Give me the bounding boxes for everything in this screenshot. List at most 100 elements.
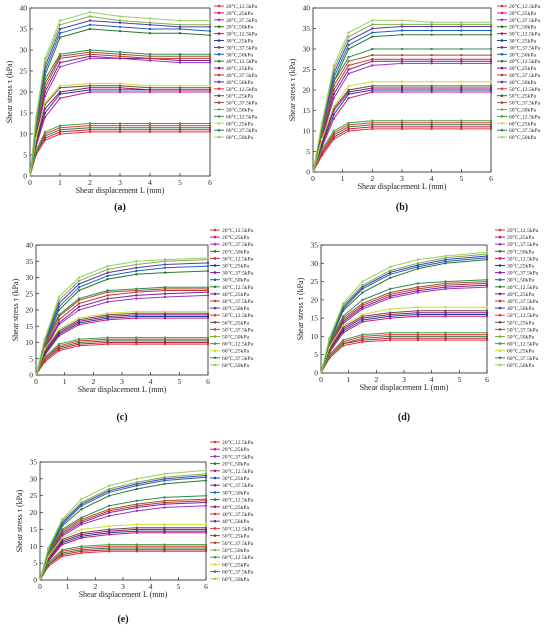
data-point	[388, 295, 392, 298]
y-tick-label: 20	[303, 86, 311, 95]
data-point	[135, 523, 139, 526]
series-line	[320, 251, 488, 374]
data-point	[444, 262, 447, 265]
data-point	[444, 254, 447, 258]
legend-label: 20°C,37.5kPa	[509, 17, 541, 24]
legend-label: 30°C,25kPa	[507, 263, 534, 270]
x-tick-label: 5	[178, 178, 182, 187]
data-point	[208, 53, 212, 56]
x-tick-label: 2	[91, 377, 95, 386]
legend-label: 20°C,50kPa	[222, 461, 249, 468]
x-tick-label: 3	[402, 375, 406, 384]
data-point	[107, 543, 111, 546]
legend-marker	[213, 299, 217, 303]
data-point	[80, 519, 83, 523]
x-tick-label: 5	[176, 582, 180, 591]
legend-label: 40°C,37.5kPa	[226, 72, 258, 79]
series-line	[29, 51, 210, 177]
data-point	[58, 126, 62, 129]
data-point	[332, 117, 335, 120]
data-point	[58, 132, 62, 136]
data-point	[148, 84, 152, 87]
data-point	[178, 130, 182, 134]
legend-marker	[213, 264, 217, 267]
legend-marker	[213, 570, 217, 573]
data-point	[206, 310, 210, 313]
data-point	[444, 309, 447, 313]
legend-marker	[213, 313, 217, 317]
data-point	[60, 528, 64, 531]
data-point	[388, 335, 392, 338]
data-point	[400, 60, 404, 63]
legend-marker	[500, 25, 504, 29]
legend-marker	[213, 519, 217, 523]
data-point	[400, 29, 404, 32]
data-point	[400, 19, 404, 22]
legend-marker	[213, 306, 217, 310]
data-point	[80, 518, 83, 521]
data-point	[388, 331, 392, 334]
data-point	[460, 47, 463, 51]
legend-label: 50°C,25kPa	[226, 93, 253, 100]
data-point	[118, 21, 122, 24]
legend-label: 20°C,12.5kPa	[509, 3, 541, 10]
data-point	[347, 123, 350, 127]
data-point	[80, 497, 83, 501]
legend-marker	[213, 512, 217, 516]
data-point	[178, 59, 182, 62]
data-point	[489, 119, 493, 122]
data-point	[57, 295, 61, 299]
data-point	[106, 277, 109, 281]
series-line	[320, 337, 487, 374]
data-point	[460, 121, 463, 125]
data-point	[361, 284, 364, 287]
data-point	[430, 119, 433, 122]
series-line	[35, 338, 208, 376]
legend-label: 20°C,50kPa	[222, 248, 249, 255]
data-point	[485, 258, 489, 261]
y-tick-label: 10	[311, 332, 319, 341]
legend-label: 20°C,25kPa	[222, 234, 249, 241]
series-line	[35, 259, 209, 376]
data-point	[361, 280, 364, 283]
data-point	[416, 258, 420, 261]
legend-label: 50°C,37.5kPa	[222, 540, 254, 547]
data-point	[178, 86, 182, 90]
data-point	[88, 48, 92, 52]
data-point	[460, 127, 463, 131]
data-point	[163, 295, 167, 299]
data-point	[58, 36, 62, 39]
data-point	[163, 548, 166, 551]
legend-marker	[217, 101, 221, 104]
data-point	[460, 119, 463, 122]
data-point	[135, 269, 138, 273]
legend-label: 50°C,50kPa	[507, 334, 534, 341]
legend-label: 20°C,37.5kPa	[222, 241, 254, 248]
x-tick-label: 5	[177, 377, 181, 386]
legend-label: 40°C,50kPa	[509, 79, 536, 86]
legend-label: 60°C,12.5kPa	[507, 341, 539, 348]
data-point	[328, 342, 331, 345]
data-point	[206, 294, 210, 297]
data-point	[388, 276, 392, 280]
data-point	[58, 19, 62, 22]
panel-e: 0 1 2 3 4 5 6 0 5 10 15 20 25 30 35 Shear displacement …	[0, 432, 275, 632]
data-point	[361, 291, 364, 294]
data-point	[77, 305, 81, 308]
data-point	[58, 61, 62, 64]
y-tick-label: 0	[29, 371, 33, 380]
y-tick-label: 5	[23, 151, 27, 160]
data-point	[118, 126, 122, 129]
legend-label: 20°C,50kPa	[226, 24, 253, 31]
legend-marker	[498, 228, 502, 232]
data-point	[135, 287, 138, 291]
series-line	[39, 528, 206, 581]
data-point	[347, 84, 350, 88]
legend-label: 60°C,12.5kPa	[509, 113, 541, 120]
data-point	[106, 274, 109, 278]
data-point	[107, 484, 111, 487]
legend-label: 20°C,37.5kPa	[226, 17, 258, 24]
legend-marker	[213, 440, 217, 444]
x-axis-label: Shear displacement L (mm)	[76, 186, 165, 195]
data-point	[388, 337, 392, 340]
